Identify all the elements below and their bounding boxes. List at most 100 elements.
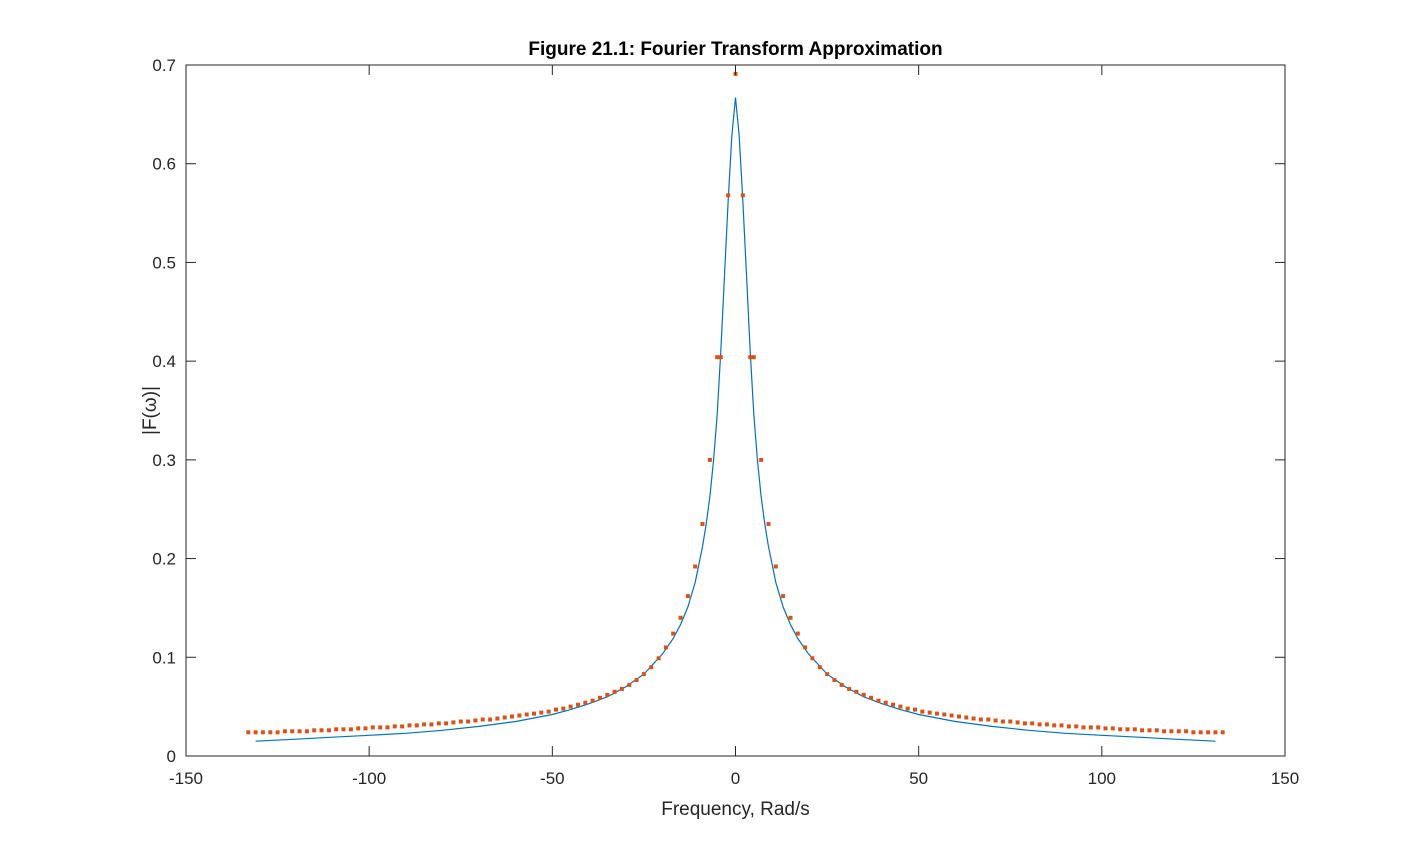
data-point: [583, 700, 588, 705]
data-point: [876, 698, 881, 703]
data-point: [1132, 727, 1137, 732]
data-point: [341, 727, 346, 732]
data-point: [773, 564, 778, 569]
x-tick-label: -150: [169, 769, 203, 788]
data-point: [832, 678, 837, 682]
data-point: [656, 656, 661, 661]
data-point: [510, 714, 514, 719]
data-point: [663, 645, 668, 650]
data-point: [898, 704, 903, 709]
data-point: [671, 631, 676, 636]
data-point: [532, 711, 536, 716]
data-point: [304, 729, 309, 734]
data-point: [334, 727, 339, 732]
y-tick-label: 0.3: [152, 451, 176, 470]
data-point: [400, 724, 405, 729]
data-point: [627, 682, 632, 687]
data-point: [1191, 730, 1196, 735]
y-tick-label: 0.5: [152, 253, 176, 272]
data-point: [480, 717, 485, 722]
data-point: [546, 709, 551, 714]
data-point: [766, 522, 771, 526]
data-point: [502, 715, 507, 720]
data-point: [1066, 724, 1071, 729]
data-point: [913, 707, 917, 712]
data-point: [429, 722, 434, 727]
data-point: [253, 730, 258, 735]
data-point: [964, 715, 969, 720]
y-axis-label: |F(ω)|: [140, 386, 161, 435]
data-point: [385, 725, 390, 730]
data-point: [1220, 730, 1225, 735]
y-tick-label: 0.1: [152, 648, 176, 667]
data-point: [700, 522, 705, 526]
data-point: [554, 707, 558, 712]
x-axis-label: Frequency, Rad/s: [661, 799, 810, 820]
data-point: [1154, 728, 1159, 733]
chart-title: Figure 21.1: Fourier Transform Approxima…: [528, 39, 942, 60]
data-point: [715, 355, 720, 360]
data-point: [641, 672, 646, 677]
data-point: [971, 716, 976, 721]
data-point: [781, 594, 786, 599]
data-point: [568, 704, 573, 709]
data-point: [1052, 723, 1057, 728]
data-point: [319, 728, 324, 733]
data-point: [847, 686, 852, 691]
data-point: [370, 725, 375, 730]
data-point: [488, 717, 493, 722]
data-point: [861, 692, 866, 697]
y-tick-label: 0: [167, 747, 176, 766]
data-point: [854, 689, 859, 694]
x-tick-label: -50: [540, 769, 565, 788]
data-point: [795, 631, 800, 636]
data-point: [1125, 727, 1130, 732]
data-point: [1022, 721, 1027, 726]
x-tick-label: -100: [352, 769, 386, 788]
data-point: [451, 720, 456, 725]
data-point: [356, 726, 361, 731]
data-point: [458, 719, 463, 724]
data-point: [1206, 730, 1211, 735]
data-point: [707, 457, 712, 462]
data-point: [1030, 721, 1035, 726]
data-point: [363, 726, 368, 731]
data-point: [685, 594, 690, 599]
data-point: [1037, 722, 1042, 727]
data-point: [1096, 725, 1101, 730]
ticks-layer: -150 -100 -50 0 50 100 150 0 0.1 0.2 0.3 0.4 0.5 0.6 0…: [152, 56, 1299, 788]
data-point: [634, 678, 639, 682]
data-point: [326, 728, 331, 733]
data-point: [268, 730, 273, 735]
data-point: [935, 711, 939, 716]
data-point: [378, 725, 383, 730]
data-point: [1147, 728, 1152, 733]
data-point: [810, 656, 815, 661]
data-point: [598, 695, 602, 700]
data-point: [986, 717, 991, 722]
data-point: [290, 729, 295, 734]
data-point: [957, 714, 961, 719]
data-point: [748, 355, 753, 360]
data-point: [444, 721, 449, 726]
data-point: [883, 700, 888, 705]
y-tick-label: 0.7: [152, 56, 176, 75]
data-point: [1044, 722, 1049, 727]
data-point: [407, 723, 412, 728]
data-point: [539, 710, 544, 715]
data-point: [740, 193, 745, 198]
data-point: [759, 457, 764, 462]
data-point: [751, 355, 756, 360]
data-point: [297, 729, 302, 734]
data-point: [590, 698, 595, 703]
x-tick-label: 0: [731, 769, 740, 788]
series-layer: [246, 71, 1225, 742]
data-point: [949, 713, 954, 718]
data-point: [1162, 729, 1167, 734]
data-point: [348, 727, 353, 732]
data-point: [905, 706, 910, 711]
data-point: [803, 645, 808, 650]
data-point: [414, 723, 419, 728]
data-point: [693, 564, 698, 569]
data-point: [517, 713, 522, 718]
